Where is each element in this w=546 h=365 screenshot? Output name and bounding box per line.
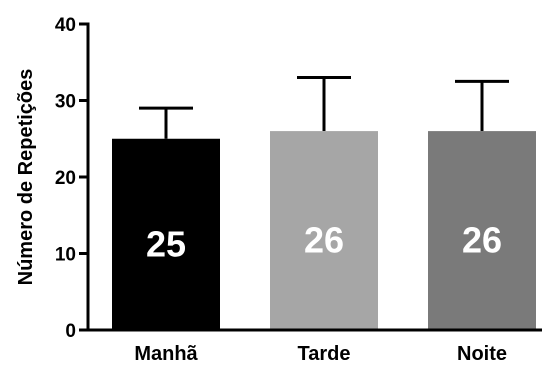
- y-axis-label: Número de Repetições: [15, 69, 37, 286]
- y-tick-label: 30: [55, 92, 76, 113]
- x-category-label: Tarde: [298, 343, 351, 365]
- y-tick-label: 0: [65, 321, 76, 342]
- bar-2: [270, 131, 378, 330]
- y-axis-label-group: Número de Repetições: [15, 69, 37, 286]
- y-axis-ticks: 0 10 20 30 40: [55, 15, 88, 342]
- bar-data-label: 26: [462, 220, 502, 261]
- bar-data-label: 26: [304, 220, 344, 261]
- bar-data-label: 25: [146, 223, 186, 264]
- bar-3: [428, 131, 536, 330]
- error-bars: [139, 76, 509, 139]
- bar-1: [112, 138, 220, 330]
- category-labels: Manhã Tarde Noite: [134, 343, 507, 365]
- x-category-label: Noite: [457, 343, 507, 365]
- y-tick-label: 20: [55, 168, 76, 189]
- data-labels: 25 26 26: [146, 220, 502, 265]
- y-tick-label: 40: [55, 15, 76, 36]
- bars: [112, 131, 536, 330]
- x-category-label: Manhã: [134, 343, 198, 365]
- y-tick-label: 10: [55, 245, 76, 266]
